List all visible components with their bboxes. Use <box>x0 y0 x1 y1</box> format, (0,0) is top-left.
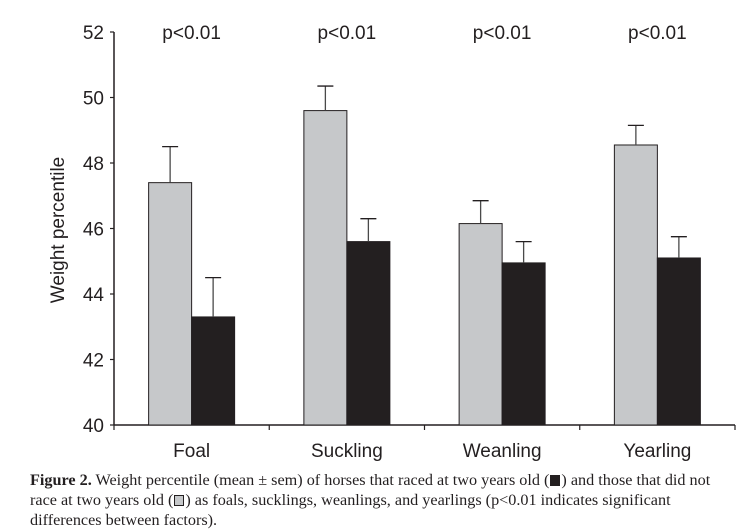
caption-label: Figure 2. <box>30 471 92 489</box>
labels: Foal p<0.01 Suckling p<0.01 Weanling p<0.01 Ye… <box>162 23 691 462</box>
p-value-label: p<0.01 <box>628 23 687 44</box>
did-not-race-swatch-icon <box>174 495 185 506</box>
p-value-label: p<0.01 <box>318 23 377 44</box>
y-axis-title: Weight percentile <box>48 157 69 303</box>
x-tick-label: Suckling <box>311 441 383 462</box>
y-tick-label: 46 <box>83 220 104 241</box>
bar-did-not-race <box>148 182 193 426</box>
bar-raced <box>191 316 236 426</box>
y-tick-label: 42 <box>83 351 104 372</box>
bar-raced <box>346 241 391 426</box>
caption-text-2: ) and those that did not race at two yea… <box>30 471 711 509</box>
bar-did-not-race <box>613 144 658 426</box>
caption-text-3: ) as foals, sucklings, weanlings, and ye… <box>30 491 671 529</box>
y-tick-label: 48 <box>83 154 104 175</box>
p-value-label: p<0.01 <box>473 23 532 44</box>
p-value-label: p<0.01 <box>162 23 221 44</box>
x-tick-label: Weanling <box>463 441 542 462</box>
y-tick-label: 44 <box>83 285 105 306</box>
raced-swatch-icon <box>550 475 561 486</box>
bar-raced <box>501 262 546 426</box>
x-tick-label: Yearling <box>623 441 691 462</box>
bars <box>148 110 701 426</box>
y-tick-label: 50 <box>83 89 104 110</box>
bar-chart: 40 42 44 46 48 50 52 Foal p<0.01 Suckling p<0.01 W… <box>48 23 736 462</box>
bar-did-not-race <box>303 110 348 426</box>
bar-did-not-race <box>458 223 503 426</box>
bar-raced <box>656 257 701 426</box>
caption-text-1: Weight percentile (mean ± sem) of horses… <box>91 471 550 489</box>
error-bars <box>162 85 687 317</box>
y-tick-label: 40 <box>83 416 104 437</box>
figure-caption: Figure 2. Weight percentile (mean ± sem)… <box>30 470 735 530</box>
y-tick-label: 52 <box>83 23 104 44</box>
x-tick-label: Foal <box>173 441 210 462</box>
